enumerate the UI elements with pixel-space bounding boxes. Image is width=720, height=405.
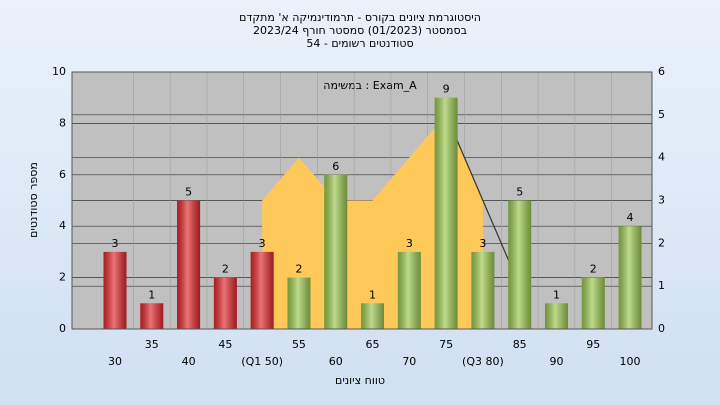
- bar-shade: [361, 303, 385, 329]
- y2-tick-label: 1: [658, 279, 665, 292]
- value-label: 3: [259, 237, 266, 250]
- x-tick-label: 75: [439, 338, 453, 351]
- value-label: 4: [627, 211, 634, 224]
- bar-shade: [397, 251, 421, 329]
- bar-shade: [618, 226, 642, 329]
- y-tick-label: 10: [52, 65, 66, 78]
- value-label: 2: [295, 263, 302, 276]
- x-tick-label: 30: [108, 355, 122, 368]
- value-label: 2: [590, 263, 597, 276]
- bar-shade: [471, 251, 495, 329]
- y2-tick-label: 6: [658, 65, 665, 78]
- y2-tick-label: 5: [658, 108, 665, 121]
- value-label: 1: [553, 288, 560, 301]
- bar-shade: [140, 303, 164, 329]
- bar-shade: [287, 277, 311, 329]
- y2-tick-label: 2: [658, 236, 665, 249]
- x-tick-label: (Q3 80): [462, 355, 504, 368]
- y-tick-label: 0: [59, 322, 66, 335]
- annotation: במשימה : Exam_A: [323, 79, 417, 92]
- line: [445, 114, 521, 287]
- bar-shade: [434, 97, 458, 329]
- y-axis-label: מספר סטודנטים: [27, 162, 40, 238]
- bar-shade: [103, 251, 127, 329]
- value-label: 5: [516, 186, 523, 199]
- value-label: 5: [185, 186, 192, 199]
- title-line: היסטוגרמת ציונים בקורס - תרמודינמיקה א' …: [239, 11, 481, 24]
- y-tick-label: 2: [59, 271, 66, 284]
- title-line: סטודנטים רשומים - 54: [306, 37, 413, 50]
- x-tick-label: 95: [586, 338, 600, 351]
- value-label: 3: [479, 237, 486, 250]
- value-label: 1: [148, 288, 155, 301]
- x-tick-label: 70: [402, 355, 416, 368]
- x-tick-label: 60: [329, 355, 343, 368]
- x-tick-label: 90: [549, 355, 563, 368]
- bar-shade: [250, 251, 274, 329]
- x-tick-label: 85: [513, 338, 527, 351]
- bar-shade: [213, 277, 237, 329]
- x-axis-label: טווח ציונים: [335, 374, 385, 387]
- x-tick-label: 45: [218, 338, 232, 351]
- x-tick-label: 100: [620, 355, 641, 368]
- bar-shade: [177, 200, 201, 329]
- bar-shade: [581, 277, 605, 329]
- value-label: 3: [112, 237, 119, 250]
- value-label: 1: [369, 288, 376, 301]
- title-line: בסמסטר (01/2023) סמסטר חורף 2023/24: [253, 24, 467, 37]
- bar-shade: [508, 200, 532, 329]
- y2-tick-label: 0: [658, 322, 665, 335]
- value-label: 9: [443, 83, 450, 96]
- x-tick-label: 55: [292, 338, 306, 351]
- x-tick-label: 35: [145, 338, 159, 351]
- x-tick-label: 40: [182, 355, 196, 368]
- x-tick-label: (Q1 50): [241, 355, 283, 368]
- y-tick-label: 6: [59, 168, 66, 181]
- y-tick-label: 4: [59, 219, 66, 232]
- y-tick-label: 8: [59, 116, 66, 129]
- y2-tick-label: 3: [658, 194, 665, 207]
- value-label: 6: [332, 160, 339, 173]
- bar-shade: [324, 174, 348, 329]
- bar-shade: [544, 303, 568, 329]
- plot-border: [71, 71, 653, 330]
- y2-tick-label: 4: [658, 151, 665, 164]
- area: [262, 114, 483, 329]
- value-label: 2: [222, 263, 229, 276]
- value-label: 3: [406, 237, 413, 250]
- x-tick-label: 65: [366, 338, 380, 351]
